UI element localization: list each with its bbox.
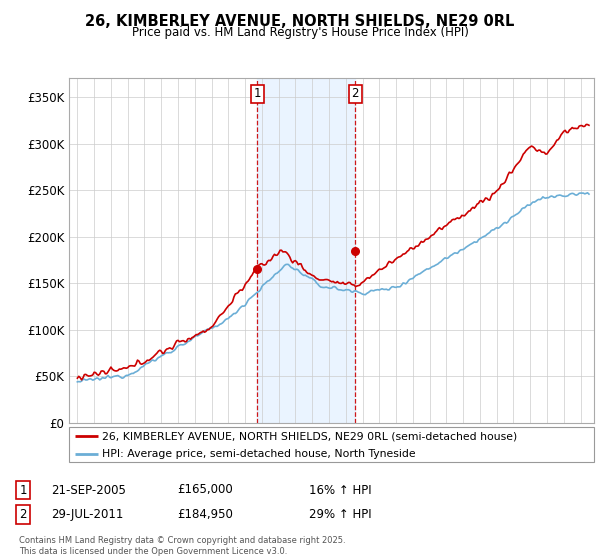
Text: HPI: Average price, semi-detached house, North Tyneside: HPI: Average price, semi-detached house,…	[101, 449, 415, 459]
Text: 1: 1	[253, 87, 261, 100]
FancyBboxPatch shape	[69, 427, 594, 462]
Text: 16% ↑ HPI: 16% ↑ HPI	[309, 483, 371, 497]
Text: £184,950: £184,950	[177, 507, 233, 521]
Text: 1: 1	[19, 483, 27, 497]
Text: Contains HM Land Registry data © Crown copyright and database right 2025.
This d: Contains HM Land Registry data © Crown c…	[19, 536, 346, 556]
Text: 2: 2	[19, 507, 27, 521]
Text: 21-SEP-2005: 21-SEP-2005	[51, 483, 126, 497]
Text: £165,000: £165,000	[177, 483, 233, 497]
Text: 29-JUL-2011: 29-JUL-2011	[51, 507, 124, 521]
Text: 2: 2	[352, 87, 359, 100]
Text: Price paid vs. HM Land Registry's House Price Index (HPI): Price paid vs. HM Land Registry's House …	[131, 26, 469, 39]
Text: 29% ↑ HPI: 29% ↑ HPI	[309, 507, 371, 521]
Bar	[257, 78, 355, 423]
Text: 26, KIMBERLEY AVENUE, NORTH SHIELDS, NE29 0RL: 26, KIMBERLEY AVENUE, NORTH SHIELDS, NE2…	[85, 14, 515, 29]
Text: 26, KIMBERLEY AVENUE, NORTH SHIELDS, NE29 0RL (semi-detached house): 26, KIMBERLEY AVENUE, NORTH SHIELDS, NE2…	[101, 431, 517, 441]
